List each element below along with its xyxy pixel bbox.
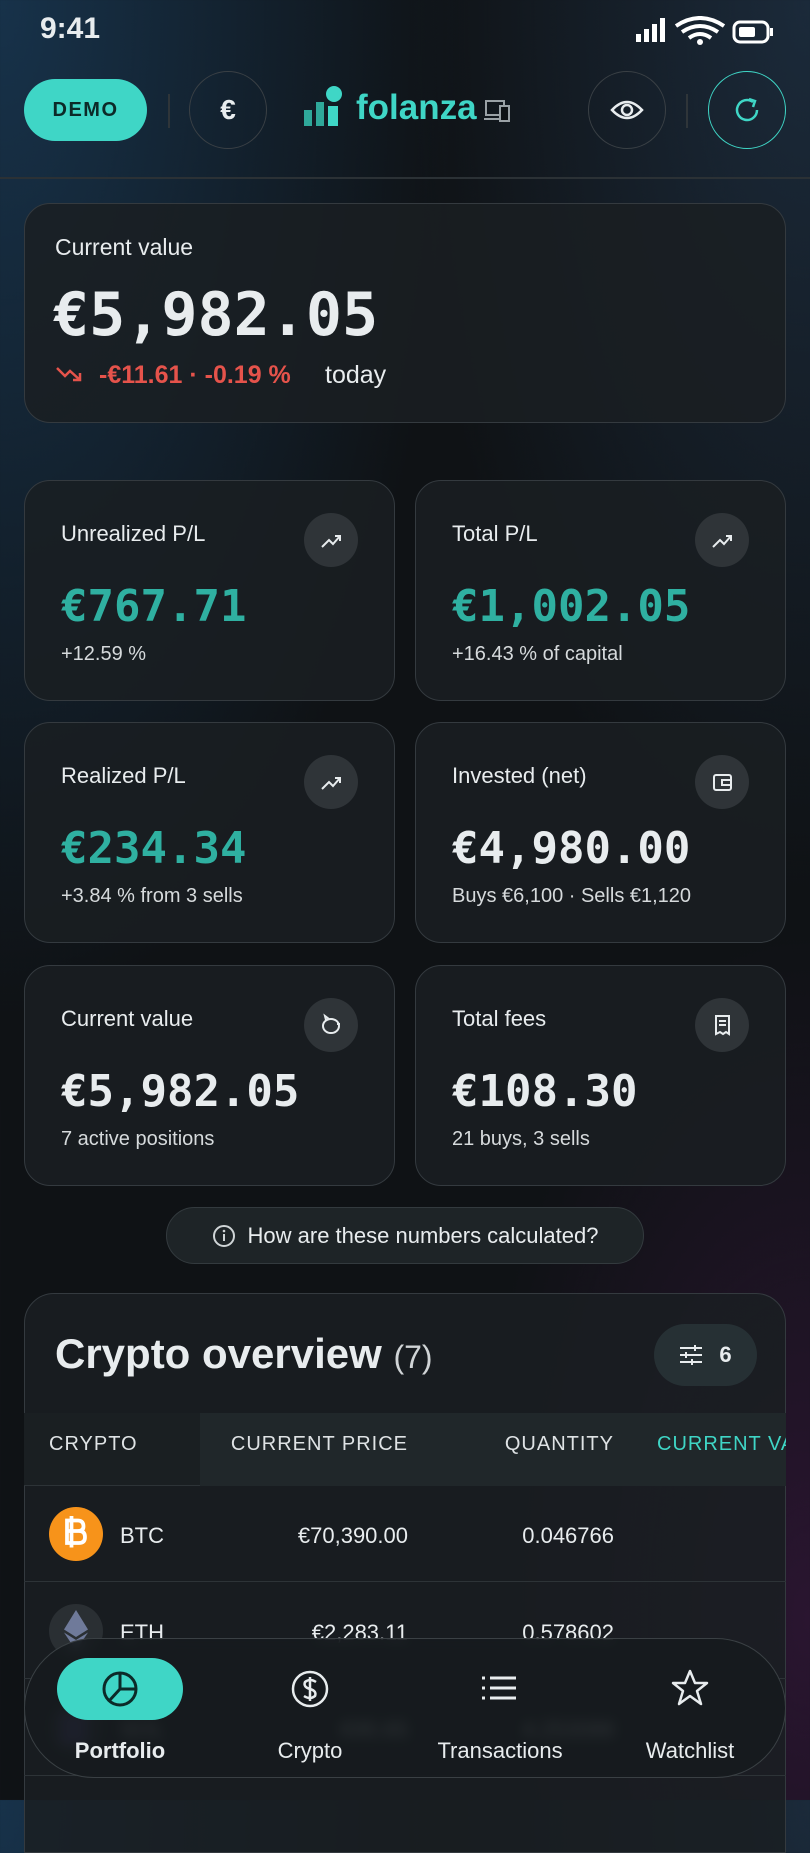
stat-card: Unrealized P/L €767.71 +12.59 %	[24, 480, 395, 701]
demo-badge[interactable]: DEMO	[24, 79, 147, 141]
info-text: How are these numbers calculated?	[247, 1222, 599, 1248]
stat-card: Total P/L €1,002.05 +16.43 % of capital	[415, 480, 786, 701]
nav-icon-watchlist	[671, 1669, 709, 1706]
nav-icon-transactions	[482, 1676, 516, 1700]
nav-label[interactable]: Portfolio	[74, 1738, 166, 1763]
stat-label: Invested (net)	[452, 763, 587, 788]
brand-logo	[304, 86, 342, 126]
filter-button[interactable]: 6	[654, 1324, 757, 1386]
column-header: CURRENT VALUE	[657, 1433, 786, 1455]
trend-down-icon	[56, 367, 82, 382]
currency-button[interactable]: €	[189, 71, 267, 149]
stat-card: Realized P/L €234.34 +3.84 % from 3 sells	[24, 722, 395, 943]
stat-note: Buys €6,100 · Sells €1,120	[452, 885, 692, 907]
current-price: €70,390.00	[297, 1523, 408, 1548]
summary-label: Current value	[55, 234, 194, 260]
column-header: QUANTITY	[504, 1433, 614, 1455]
stat-label: Unrealized P/L	[61, 521, 206, 546]
column-header: CRYPTO	[49, 1433, 138, 1455]
coin-icon	[49, 1507, 103, 1561]
nav-label[interactable]: Crypto	[277, 1738, 343, 1763]
summary-period: today	[325, 361, 387, 389]
stat-label: Current value	[61, 1006, 194, 1031]
stat-icon	[695, 513, 749, 567]
stat-label: Realized P/L	[61, 763, 186, 788]
nav-label[interactable]: Watchlist	[645, 1738, 735, 1763]
stat-icon	[304, 998, 358, 1052]
stat-value: €108.30	[452, 1066, 638, 1117]
stat-icon	[304, 513, 358, 567]
info-button[interactable]: How are these numbers calculated?	[166, 1207, 644, 1264]
stat-note: +3.84 % from 3 sells	[61, 885, 243, 907]
stat-card: Total fees €108.30 21 buys, 3 sells	[415, 965, 786, 1186]
nav-icon-crypto	[291, 1670, 329, 1708]
status-icons	[636, 16, 773, 45]
column-header: CURRENT PRICE	[230, 1433, 408, 1455]
quantity: 0.046766	[522, 1523, 614, 1548]
stat-card: Invested (net) €4,980.00 Buys €6,100 · Sel…	[415, 722, 786, 943]
coin-symbol: BTC	[120, 1523, 164, 1548]
summary-change: -€11.61 · -0.19 %	[99, 361, 291, 389]
stat-value: €5,982.05	[61, 1066, 300, 1117]
table-row: BTC €70,390.00 0.046766	[24, 1487, 786, 1582]
stat-value: €1,002.05	[452, 581, 691, 632]
stat-card: Current value €5,982.05 7 active positions	[24, 965, 395, 1186]
status-time: 9:41	[40, 12, 101, 45]
brand-name: folanza	[356, 88, 477, 127]
stat-value: €4,980.00	[452, 823, 691, 874]
nav-icon-portfolio	[102, 1671, 138, 1707]
stat-note: +12.59 %	[61, 643, 147, 665]
nav-label[interactable]: Transactions	[437, 1738, 563, 1763]
stat-value: €767.71	[61, 581, 247, 632]
summary-card: Current value €5,982.05 -€11.61 · -0.19 …	[24, 203, 786, 423]
stat-note: +16.43 % of capital	[452, 643, 623, 665]
stat-icon	[695, 755, 749, 809]
refresh-button[interactable]	[708, 71, 786, 149]
stat-note: 21 buys, 3 sells	[452, 1128, 590, 1150]
stat-note: 7 active positions	[61, 1128, 215, 1150]
stat-label: Total fees	[452, 1006, 547, 1031]
summary-value: €5,982.05	[53, 280, 379, 350]
overview-title: Crypto overview (7)	[55, 1330, 433, 1377]
stat-label: Total P/L	[452, 521, 538, 546]
device-icon	[484, 100, 510, 122]
visibility-button[interactable]	[588, 71, 666, 149]
stat-icon	[695, 998, 749, 1052]
stat-icon	[304, 755, 358, 809]
stat-value: €234.34	[61, 823, 247, 874]
